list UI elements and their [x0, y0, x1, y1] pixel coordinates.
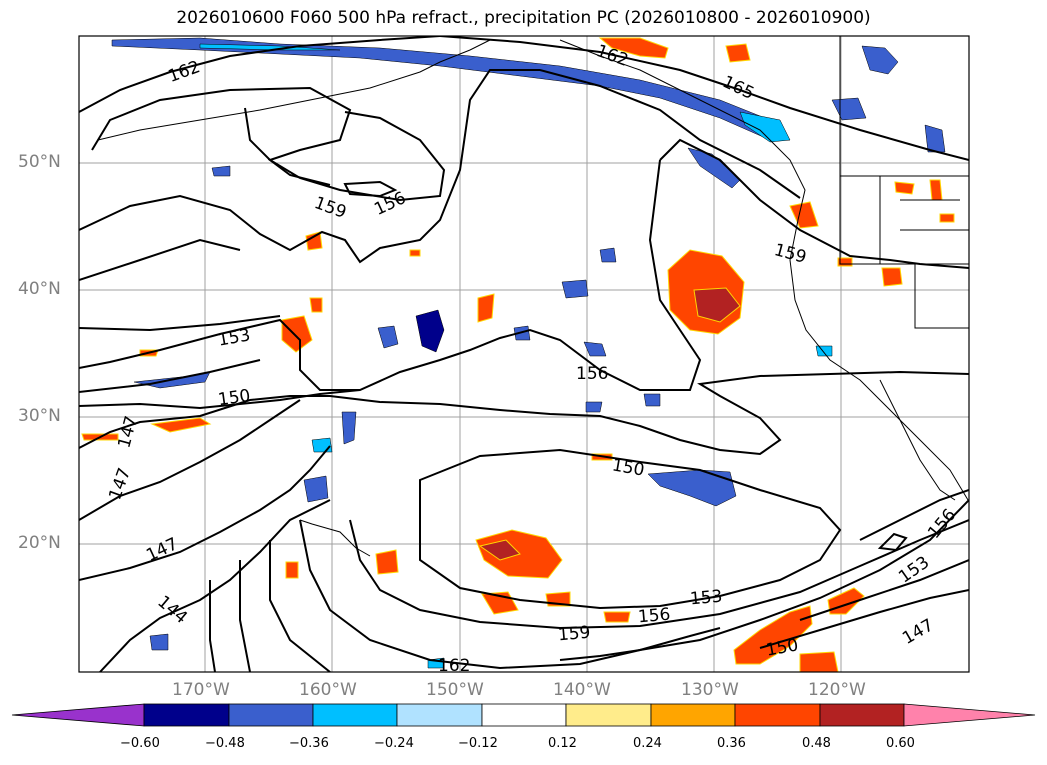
contour-label: 153 — [689, 586, 724, 610]
map-title: 2026010600 F060 500 hPa refract., precip… — [176, 8, 871, 28]
map-frame — [78, 35, 970, 673]
refractivity-contours — [79, 36, 969, 672]
contour-label: 156 — [637, 604, 672, 628]
lon-label-160w: 160°W — [299, 680, 357, 700]
contour-label: 156 — [576, 364, 609, 384]
colorbar-tick: −0.48 — [205, 736, 245, 751]
lat-label-50n: 50°N — [18, 152, 61, 172]
colorbar-tick: 0.36 — [717, 736, 746, 751]
colorbar-extend-max — [903, 703, 1036, 727]
lon-label-170w: 170°W — [172, 680, 230, 700]
colorbar-tick: −0.36 — [289, 736, 329, 751]
lon-label-150w: 150°W — [426, 680, 484, 700]
colorbar-tick: 0.48 — [802, 736, 831, 751]
lon-label-140w: 140°W — [553, 680, 611, 700]
colorbar-tick: 0.12 — [548, 736, 577, 751]
colorbar-tick: −0.60 — [120, 736, 160, 751]
colorbar-tick: 0.24 — [633, 736, 662, 751]
lat-label-30n: 30°N — [18, 406, 61, 426]
contour-label: 159 — [557, 622, 592, 646]
colorbar-tick: 0.60 — [886, 736, 915, 751]
lon-label-120w: 120°W — [808, 680, 866, 700]
colorbar-extend-min — [11, 703, 145, 727]
lon-label-130w: 130°W — [681, 680, 739, 700]
colorbar-tick: −0.12 — [458, 736, 498, 751]
colorbar — [11, 703, 1036, 727]
lat-label-20n: 20°N — [18, 533, 61, 553]
contour-label: 162 — [438, 656, 471, 676]
coastlines — [97, 36, 969, 557]
lat-label-40n: 40°N — [18, 279, 61, 299]
colorbar-tick: −0.24 — [374, 736, 414, 751]
precip-positive — [81, 37, 955, 672]
